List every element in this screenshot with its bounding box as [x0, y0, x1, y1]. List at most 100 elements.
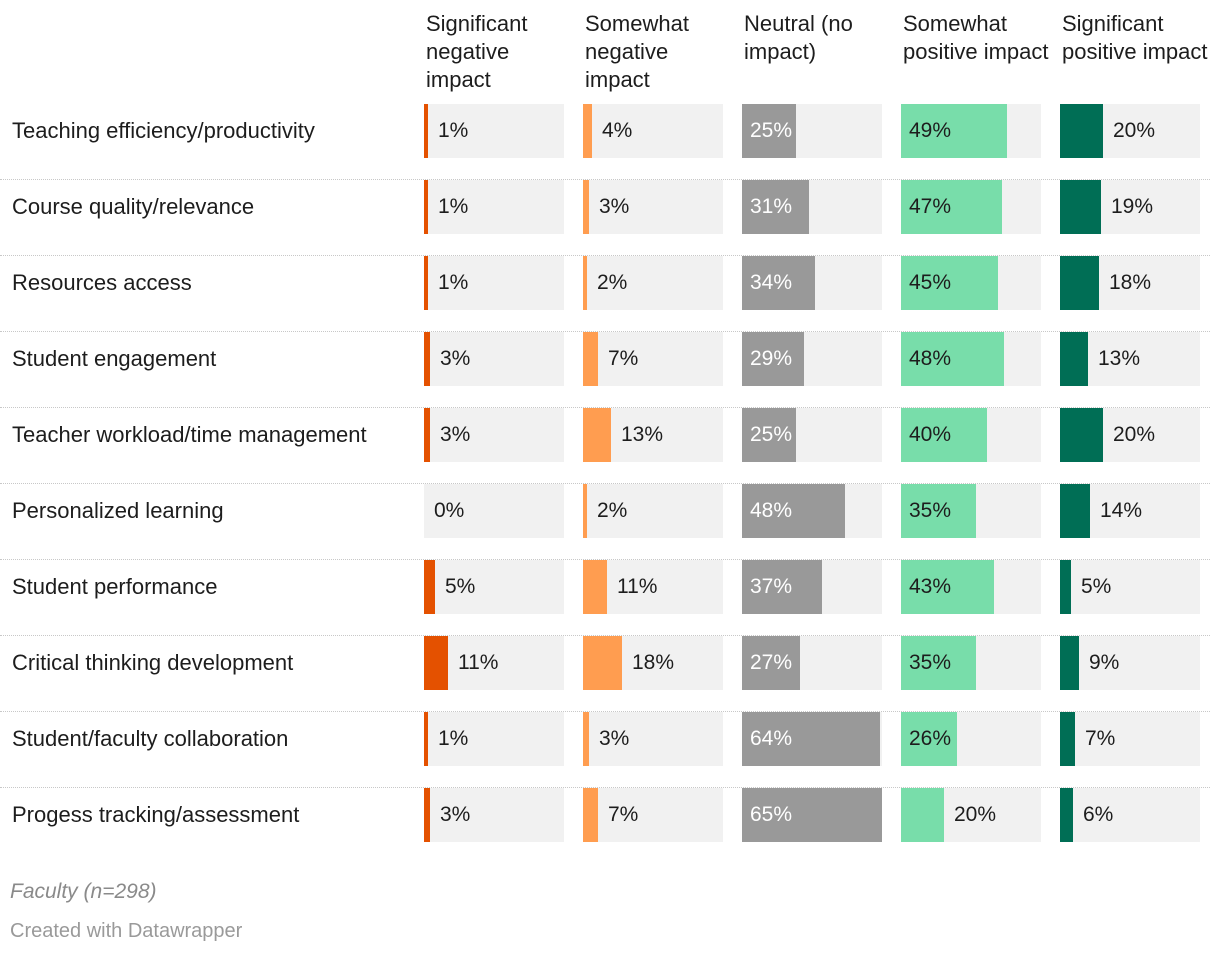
bar	[901, 104, 1007, 158]
bar	[424, 408, 430, 462]
bar-cell: 29%	[742, 332, 882, 386]
bar	[901, 636, 976, 690]
value-label: 27%	[750, 651, 793, 674]
row-divider	[0, 635, 1210, 636]
bar-cell: 3%	[583, 180, 723, 234]
bar	[583, 332, 598, 386]
value-label: 35%	[909, 651, 952, 674]
bar-cell: 48%	[742, 484, 882, 538]
bar	[1060, 636, 1079, 690]
bar	[1060, 712, 1075, 766]
column-header-3: Somewhat positive impact	[903, 11, 1049, 64]
bar	[1060, 180, 1101, 234]
bar-cell: 1%	[424, 104, 564, 158]
value-label: 48%	[750, 499, 793, 522]
value-label: 5%	[445, 575, 476, 598]
bar	[742, 104, 796, 158]
bar-cell: 4%	[583, 104, 723, 158]
bar-cell: 18%	[583, 636, 723, 690]
chart-row: Teaching efficiency/productivity 1% 4% 25% 4…	[0, 104, 1210, 180]
value-label: 25%	[750, 119, 793, 142]
chart-row: Critical thinking development 11% 18% 27% 35…	[0, 636, 1210, 712]
bar-cell: 13%	[583, 408, 723, 462]
value-label: 9%	[1089, 651, 1120, 674]
bar-cell: 5%	[424, 560, 564, 614]
bar	[583, 636, 622, 690]
chart: Significant negative impact Somewhat nega…	[0, 11, 1210, 842]
value-label: 3%	[440, 423, 471, 446]
bar-cell: 20%	[901, 788, 1041, 842]
bar-cell: 47%	[901, 180, 1041, 234]
value-label: 40%	[909, 423, 952, 446]
bar-cell: 43%	[901, 560, 1041, 614]
value-label: 20%	[1113, 119, 1156, 142]
bar-cell: 13%	[1060, 332, 1200, 386]
chart-row: Course quality/relevance 1% 3% 31% 47% 19%	[0, 180, 1210, 256]
bar	[424, 560, 435, 614]
row-divider	[0, 711, 1210, 712]
row-divider	[0, 559, 1210, 560]
bar	[901, 332, 1004, 386]
value-label: 1%	[438, 119, 469, 142]
bar	[424, 180, 428, 234]
bar-cell: 3%	[583, 712, 723, 766]
value-label: 37%	[750, 575, 793, 598]
bar-cell: 35%	[901, 484, 1041, 538]
sample-note: Faculty (n=298)	[10, 880, 157, 903]
chart-row: Student performance 5% 11% 37% 43% 5%	[0, 560, 1210, 636]
value-label: 3%	[440, 347, 471, 370]
bar	[583, 104, 592, 158]
value-label: 2%	[597, 499, 628, 522]
row-label: Personalized learning	[12, 498, 224, 523]
bar	[742, 560, 822, 614]
bar-cell: 3%	[424, 408, 564, 462]
bar	[742, 484, 845, 538]
row-divider	[0, 787, 1210, 788]
row-label: Resources access	[12, 270, 192, 295]
bar	[583, 256, 587, 310]
chart-row: Personalized learning 0% 2% 48% 35% 14%	[0, 484, 1210, 560]
bar-cell: 31%	[742, 180, 882, 234]
bar	[742, 788, 882, 842]
bar	[742, 332, 804, 386]
bar-cell: 9%	[1060, 636, 1200, 690]
bar-cell: 6%	[1060, 788, 1200, 842]
bar-cell: 1%	[424, 712, 564, 766]
bar	[1060, 560, 1071, 614]
row-label: Teacher workload/time management	[12, 422, 367, 447]
bar	[424, 256, 428, 310]
bar-cell: 35%	[901, 636, 1041, 690]
bar-cell: 7%	[583, 788, 723, 842]
bar-cell: 65%	[742, 788, 882, 842]
value-label: 7%	[1085, 727, 1116, 750]
value-label: 25%	[750, 423, 793, 446]
bar-cell: 40%	[901, 408, 1041, 462]
row-divider	[0, 331, 1210, 332]
value-label: 20%	[954, 803, 997, 826]
bar	[901, 408, 987, 462]
value-label: 34%	[750, 271, 793, 294]
bar-cell: 20%	[1060, 408, 1200, 462]
row-label: Course quality/relevance	[12, 194, 255, 219]
bar	[583, 408, 611, 462]
bar	[583, 484, 587, 538]
column-header-2: Neutral (no impact)	[744, 11, 853, 64]
value-label: 11%	[458, 651, 499, 674]
value-label: 0%	[434, 499, 465, 522]
value-label: 5%	[1081, 575, 1112, 598]
value-label: 18%	[632, 651, 675, 674]
value-label: 47%	[909, 195, 952, 218]
bar-cell: 27%	[742, 636, 882, 690]
credit-link[interactable]: Created with Datawrapper	[10, 920, 243, 942]
bar-cell: 45%	[901, 256, 1041, 310]
bar	[583, 560, 607, 614]
chart-row: Student/faculty collaboration 1% 3% 64% 26% 7…	[0, 712, 1210, 788]
row-label: Teaching efficiency/productivity	[12, 118, 315, 143]
bar	[901, 560, 994, 614]
chart-row: Teacher workload/time management 3% 13% 25%…	[0, 408, 1210, 484]
bar-cell: 5%	[1060, 560, 1200, 614]
bar-cell: 3%	[424, 788, 564, 842]
column-header-1: Somewhat negative impact	[585, 11, 689, 92]
bar	[583, 180, 589, 234]
bar	[742, 408, 796, 462]
